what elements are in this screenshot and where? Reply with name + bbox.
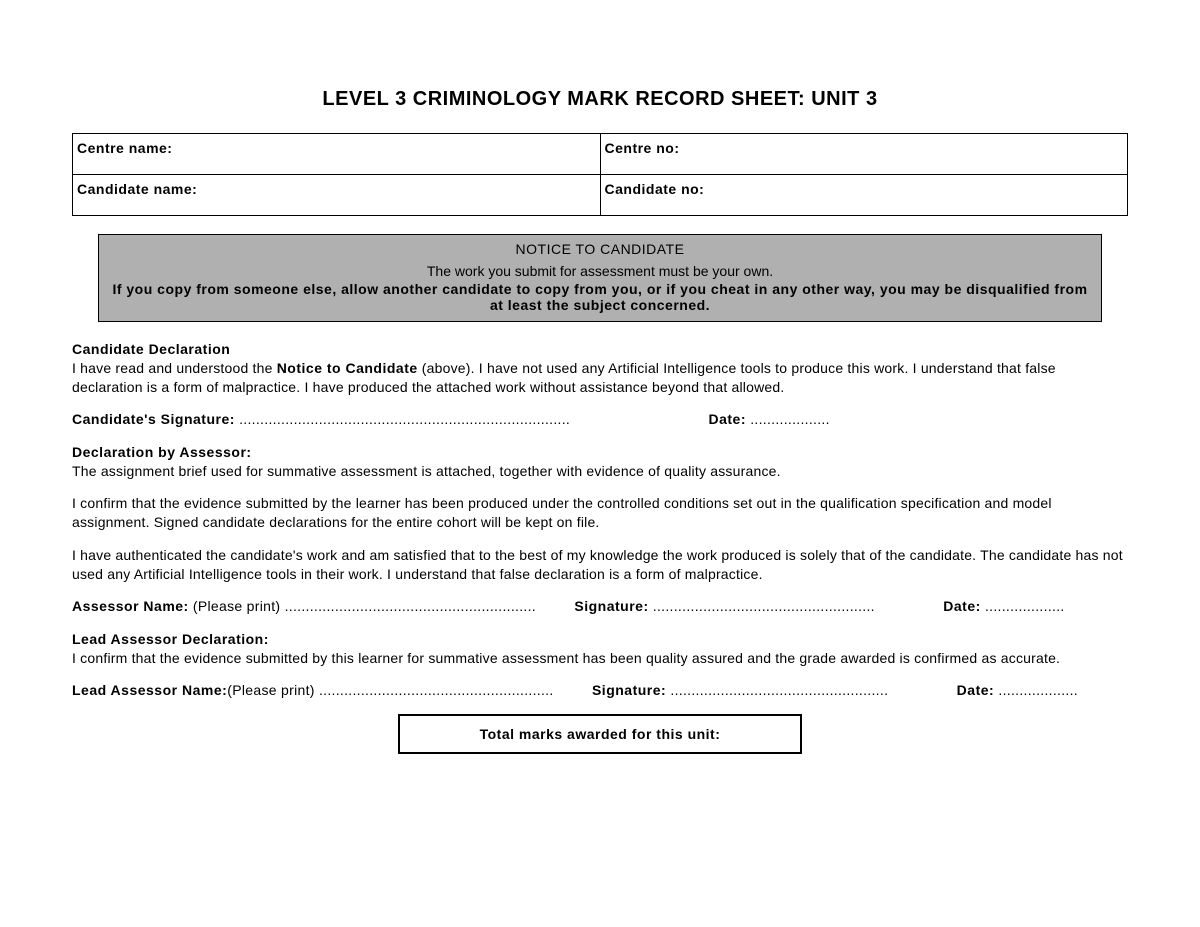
document-page: LEVEL 3 CRIMINOLOGY MARK RECORD SHEET: U…	[0, 0, 1200, 794]
candidate-declaration-text-pre: I have read and understood the	[72, 360, 277, 376]
centre-no-cell[interactable]: Centre no:	[600, 134, 1128, 175]
total-marks-box[interactable]: Total marks awarded for this unit:	[398, 714, 803, 754]
lead-assessor-signature-label: Signature:	[592, 682, 666, 698]
lead-assessor-p1: I confirm that the evidence submitted by…	[72, 649, 1128, 668]
candidate-declaration-text-bold: Notice to Candidate	[277, 360, 418, 376]
candidate-declaration-heading: Candidate Declaration	[72, 340, 1128, 359]
candidate-name-cell[interactable]: Candidate name:	[73, 175, 601, 216]
lead-assessor-signature-field[interactable]	[666, 682, 888, 698]
candidate-declaration-section: Candidate Declaration I have read and un…	[72, 340, 1128, 397]
please-print-note: (Please print)	[189, 598, 281, 614]
assessor-signature-row: Assessor Name: (Please print) Signature:…	[72, 598, 1128, 614]
header-table: Centre name: Centre no: Candidate name: …	[72, 133, 1128, 216]
lead-assessor-date-field[interactable]	[994, 682, 1078, 698]
please-print-note-2: (Please print)	[227, 682, 314, 698]
notice-box: NOTICE TO CANDIDATE The work you submit …	[98, 234, 1102, 322]
assessor-name-label: Assessor Name:	[72, 598, 189, 614]
centre-name-cell[interactable]: Centre name:	[73, 134, 601, 175]
assessor-declaration-heading: Declaration by Assessor:	[72, 443, 1128, 462]
assessor-p2: I confirm that the evidence submitted by…	[72, 494, 1128, 532]
notice-line2: If you copy from someone else, allow ano…	[109, 281, 1091, 313]
candidate-date-field[interactable]	[746, 411, 830, 427]
assessor-date-label: Date:	[943, 598, 981, 614]
assessor-date-field[interactable]	[981, 598, 1065, 614]
table-row: Candidate name: Candidate no:	[73, 175, 1128, 216]
assessor-signature-label: Signature:	[574, 598, 648, 614]
lead-assessor-signature-row: Lead Assessor Name:(Please print) Signat…	[72, 682, 1128, 698]
assessor-p3: I have authenticated the candidate's wor…	[72, 546, 1128, 584]
assessor-name-field[interactable]	[280, 598, 536, 614]
candidate-signature-field[interactable]	[235, 411, 570, 427]
page-title: LEVEL 3 CRIMINOLOGY MARK RECORD SHEET: U…	[72, 88, 1128, 111]
lead-assessor-heading: Lead Assessor Declaration:	[72, 630, 1128, 649]
assessor-declaration-section: Declaration by Assessor: The assignment …	[72, 443, 1128, 481]
total-marks-wrap: Total marks awarded for this unit:	[72, 714, 1128, 754]
lead-assessor-section: Lead Assessor Declaration: I confirm tha…	[72, 630, 1128, 668]
table-row: Centre name: Centre no:	[73, 134, 1128, 175]
assessor-signature-field[interactable]	[649, 598, 875, 614]
notice-line1: The work you submit for assessment must …	[109, 263, 1091, 279]
assessor-p1: The assignment brief used for summative …	[72, 462, 1128, 481]
candidate-no-cell[interactable]: Candidate no:	[600, 175, 1128, 216]
lead-assessor-date-label: Date:	[957, 682, 995, 698]
candidate-signature-label: Candidate's Signature:	[72, 411, 235, 427]
lead-assessor-name-field[interactable]	[315, 682, 554, 698]
candidate-signature-row: Candidate's Signature: Date:	[72, 411, 1128, 427]
candidate-date-label: Date:	[709, 411, 747, 427]
notice-title: NOTICE TO CANDIDATE	[109, 241, 1091, 257]
lead-assessor-name-label: Lead Assessor Name:	[72, 682, 227, 698]
